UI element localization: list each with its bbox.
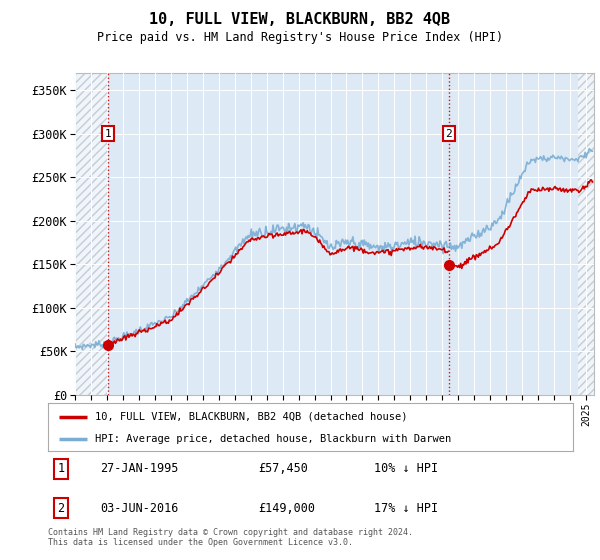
Text: 1: 1 <box>58 463 65 475</box>
Text: Price paid vs. HM Land Registry's House Price Index (HPI): Price paid vs. HM Land Registry's House … <box>97 31 503 44</box>
Text: £149,000: £149,000 <box>258 502 315 515</box>
Text: 10, FULL VIEW, BLACKBURN, BB2 4QB: 10, FULL VIEW, BLACKBURN, BB2 4QB <box>149 12 451 27</box>
Text: 27-JAN-1995: 27-JAN-1995 <box>101 463 179 475</box>
Text: HPI: Average price, detached house, Blackburn with Darwen: HPI: Average price, detached house, Blac… <box>95 434 452 444</box>
Text: Contains HM Land Registry data © Crown copyright and database right 2024.
This d: Contains HM Land Registry data © Crown c… <box>48 528 413 547</box>
Text: 10, FULL VIEW, BLACKBURN, BB2 4QB (detached house): 10, FULL VIEW, BLACKBURN, BB2 4QB (detac… <box>95 412 408 422</box>
Text: 17% ↓ HPI: 17% ↓ HPI <box>373 502 437 515</box>
Text: £57,450: £57,450 <box>258 463 308 475</box>
Text: 1: 1 <box>104 129 112 139</box>
Text: 2: 2 <box>58 502 65 515</box>
Bar <box>578 73 594 395</box>
Text: 10% ↓ HPI: 10% ↓ HPI <box>373 463 437 475</box>
Text: 2: 2 <box>446 129 452 139</box>
Bar <box>75 73 108 395</box>
Text: 03-JUN-2016: 03-JUN-2016 <box>101 502 179 515</box>
